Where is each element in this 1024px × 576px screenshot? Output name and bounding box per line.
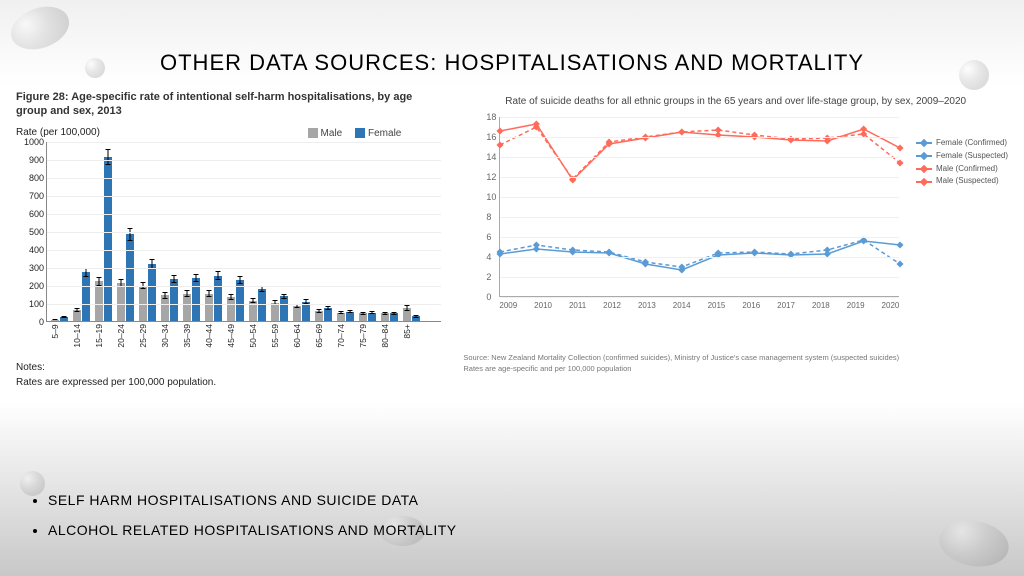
legend-label-male: Male [321, 128, 343, 139]
line-chart: 024681012141618 200920102011201220132014… [483, 117, 1008, 327]
bullet-1: SELF HARM HOSPITALISATIONS AND SUICIDE D… [48, 492, 457, 508]
bar-notes: Notes: Rates are expressed per 100,000 p… [16, 362, 441, 388]
line-plot-area: 024681012141618 [499, 117, 899, 297]
bar-legend: Male Female [298, 128, 402, 139]
notes-heading: Notes: [16, 362, 441, 373]
bullet-2: ALCOHOL RELATED HOSPITALISATIONS AND MOR… [48, 522, 457, 538]
decor-bubble [85, 58, 105, 78]
line-svg [500, 117, 899, 296]
slide-title: OTHER DATA SOURCES: HOSPITALISATIONS AND… [0, 0, 1024, 76]
bar-figure-caption: Figure 28: Age-specific rate of intentio… [16, 90, 441, 119]
source-line-1: Source: New Zealand Mortality Collection… [463, 353, 1008, 364]
bar-plot-area [46, 142, 441, 322]
line-legend: Female (Confirmed)Female (Suspected)Male… [916, 137, 1008, 188]
notes-line: Rates are expressed per 100,000 populati… [16, 377, 441, 388]
bar-x-labels: 5–910–1415–1920–2425–2930–3435–3940–4445… [50, 324, 420, 348]
source-line-2: Rates are age-specific and per 100,000 p… [463, 364, 1008, 375]
line-chart-title: Rate of suicide deaths for all ethnic gr… [463, 96, 1008, 107]
bar-chart: Male Female 0100200300400500600700800900… [46, 142, 441, 352]
decor-bubble [959, 60, 989, 90]
bar-chart-panel: Figure 28: Age-specific rate of intentio… [10, 86, 447, 392]
charts-row: Figure 28: Age-specific rate of intentio… [0, 76, 1024, 392]
legend-swatch-male [308, 128, 318, 138]
line-chart-panel: Rate of suicide deaths for all ethnic gr… [457, 86, 1014, 392]
legend-label-female: Female [368, 128, 401, 139]
line-x-labels: 2009201020112012201320142015201620172018… [499, 301, 899, 310]
line-source: Source: New Zealand Mortality Collection… [463, 353, 1008, 374]
bullet-list: SELF HARM HOSPITALISATIONS AND SUICIDE D… [30, 478, 457, 538]
decor-bubble [936, 515, 1013, 571]
bar-y-axis: 01002003004005006007008009001000 [16, 142, 46, 322]
legend-swatch-female [355, 128, 365, 138]
